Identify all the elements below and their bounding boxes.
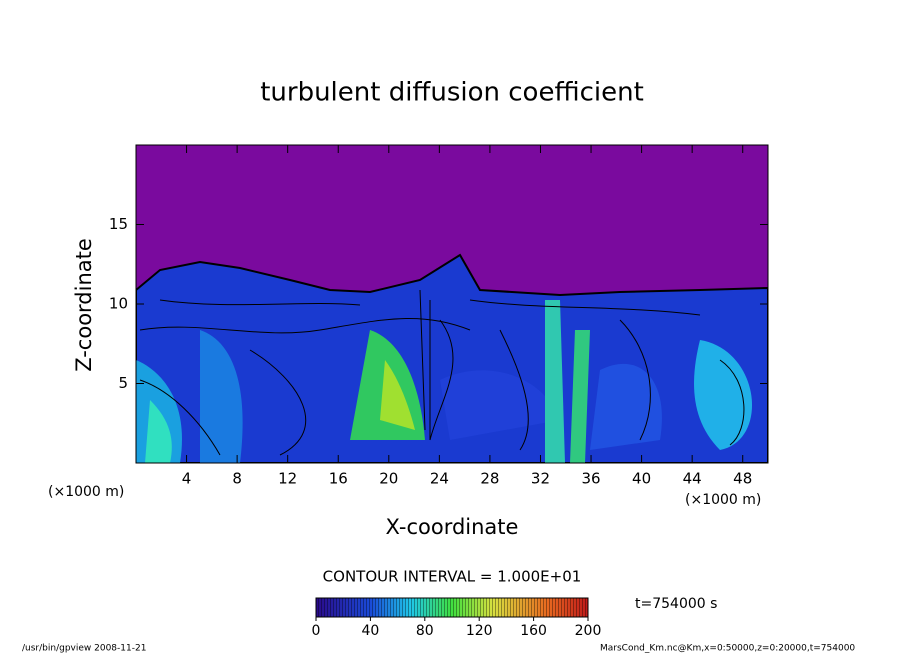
x-tick-label: 28 — [480, 470, 499, 488]
x-tick-label: 36 — [581, 470, 600, 488]
field — [136, 145, 768, 463]
colorbar-tick-label: 40 — [361, 623, 379, 639]
footer-right: MarsCond_Km.nc@Km,x=0:50000,z=0:20000,t=… — [600, 644, 855, 654]
x-tick-label: 12 — [278, 470, 297, 488]
y-tick-label: 15 — [109, 215, 128, 233]
y-tick-label: 5 — [118, 374, 128, 392]
y-axis-label: Z-coordinate — [72, 238, 96, 372]
y-tick-label: 10 — [109, 295, 128, 313]
colorbar-tick-label: 0 — [312, 623, 321, 639]
colorbar-tick-label: 160 — [520, 623, 547, 639]
colorbar-frame — [315, 597, 589, 618]
colorbar-tick-label: 80 — [416, 623, 434, 639]
x-tick-label: 44 — [683, 470, 702, 488]
x-axis-unit: (×1000 m) — [685, 492, 761, 508]
colorbar-lines — [316, 598, 588, 617]
x-tick-label: 32 — [531, 470, 550, 488]
colorbar-tick-label: 200 — [575, 623, 602, 639]
time-label: t=754000 s — [635, 596, 717, 612]
x-tick-label: 8 — [232, 470, 242, 488]
x-tick-label: 40 — [632, 470, 651, 488]
contour-interval: CONTOUR INTERVAL = 1.000E+01 — [323, 568, 582, 586]
y-axis-unit: (×1000 m) — [48, 484, 124, 500]
x-tick-label: 16 — [329, 470, 348, 488]
footer-left: /usr/bin/gpview 2008-11-21 — [22, 644, 146, 654]
chart-title: turbulent diffusion coefficient — [260, 78, 644, 108]
x-tick-label: 24 — [430, 470, 449, 488]
x-tick-label: 20 — [379, 470, 398, 488]
x-tick-label: 4 — [182, 470, 192, 488]
x-axis-label: X-coordinate — [386, 515, 519, 539]
colorbar-tick-label: 120 — [466, 623, 493, 639]
x-tick-label: 48 — [733, 470, 752, 488]
